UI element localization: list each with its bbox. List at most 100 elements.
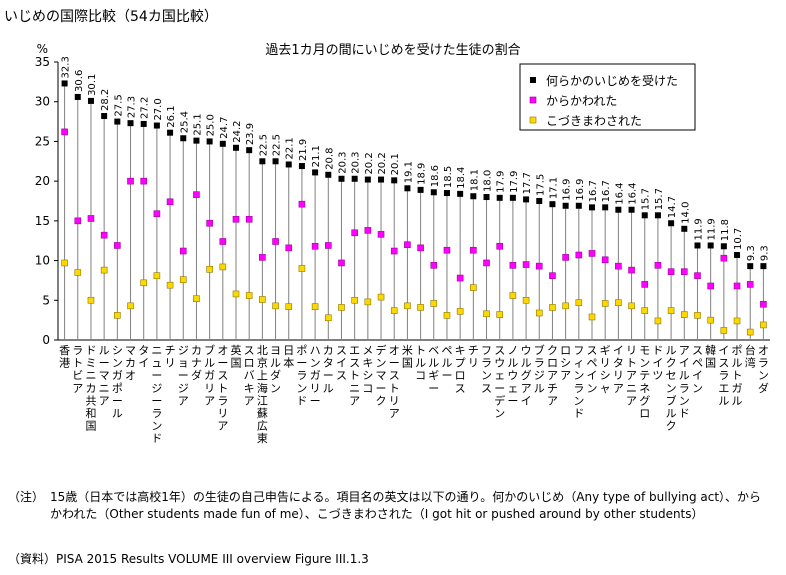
marker-any <box>259 158 266 165</box>
marker-kozuki <box>615 299 622 306</box>
marker-kozuki <box>219 263 227 271</box>
value-label: 16.4 <box>628 182 639 204</box>
marker-karakawareta <box>601 256 609 264</box>
marker-any <box>246 147 253 154</box>
marker-any <box>140 120 147 127</box>
category-label: ベルギー <box>428 344 439 395</box>
marker-kozuki <box>707 316 714 324</box>
value-label: 18.9 <box>417 163 428 185</box>
value-label: 27.0 <box>153 98 164 120</box>
value-label: 24.7 <box>219 117 230 139</box>
marker-any <box>457 190 464 197</box>
marker-any <box>747 263 754 270</box>
marker-kozuki <box>575 299 583 306</box>
marker-kozuki <box>760 321 767 329</box>
marker-karakawareta <box>272 238 279 245</box>
category-label: ブラジル <box>534 343 545 395</box>
marker-kozuki <box>74 269 82 276</box>
category-label: フィンランド <box>573 344 584 420</box>
marker-kozuki <box>179 276 187 283</box>
page-title: いじめの国際比較（54カ国比較） <box>4 9 218 25</box>
category-label: ニュージーランド <box>151 344 162 445</box>
marker-any <box>325 171 332 178</box>
marker-any <box>707 242 714 249</box>
chart-markers <box>61 80 767 336</box>
marker-karakawareta <box>654 262 662 269</box>
marker-kozuki <box>549 304 556 311</box>
marker-kozuki <box>680 311 688 318</box>
marker-any <box>298 163 305 170</box>
value-label: 27.2 <box>140 97 151 119</box>
marker-any <box>127 120 134 127</box>
marker-any <box>483 194 490 201</box>
marker-any <box>694 242 701 249</box>
legend-box <box>519 63 696 131</box>
marker-kozuki <box>496 311 504 318</box>
category-label: スペイン <box>587 344 598 395</box>
category-label: シンガポール <box>112 344 123 420</box>
value-label: 28.2 <box>100 89 111 111</box>
marker-any <box>575 202 582 209</box>
marker-karakawareta <box>127 177 134 185</box>
marker-any <box>681 225 688 232</box>
marker-karakawareta <box>338 259 345 267</box>
marker-any <box>338 175 345 182</box>
category-label: 日本 <box>283 344 294 370</box>
category-label: カナダ <box>191 344 202 382</box>
marker-karakawareta <box>760 300 767 308</box>
marker-kozuki <box>324 314 332 322</box>
marker-any <box>404 185 411 192</box>
value-labels: 32.330.6 30.128.2 27.5 27.3 27.2 27.0 26.1 25.4… <box>61 56 771 261</box>
marker-kozuki <box>456 308 464 315</box>
marker-karakawareta <box>733 282 741 290</box>
value-label: 14.0 <box>680 202 691 224</box>
category-label: オーストリア <box>389 344 400 420</box>
marker-kozuki <box>588 313 596 321</box>
marker-karakawareta <box>443 246 451 254</box>
marker-any <box>523 196 530 203</box>
marker-any <box>233 144 239 151</box>
category-label: デンマーク <box>376 343 387 407</box>
value-label: 20.3 <box>351 151 362 173</box>
marker-karakawareta <box>535 262 543 270</box>
category-label: 台湾 <box>745 343 756 370</box>
value-label: 18.6 <box>430 165 441 187</box>
value-label: 15.7 <box>654 188 665 210</box>
marker-kozuki <box>733 317 741 325</box>
value-label: 20.2 <box>364 152 375 174</box>
value-label: 21.9 <box>298 139 309 161</box>
value-label: 16.7 <box>588 180 599 202</box>
marker-karakawareta <box>549 272 556 279</box>
marker-kozuki <box>232 290 240 298</box>
category-label: スロバキア <box>244 344 255 407</box>
category-label: ポルトガル <box>732 344 743 407</box>
category-label: クロアチア <box>547 344 558 407</box>
y-tick-label: 5 <box>42 293 50 307</box>
value-label: 10.7 <box>733 228 744 250</box>
marker-kozuki <box>285 303 293 310</box>
marker-karakawareta <box>351 229 358 237</box>
marker-any <box>364 176 371 183</box>
marker-any <box>589 204 595 211</box>
legend-label: からかわれた <box>546 94 617 108</box>
value-label: 16.7 <box>601 180 612 202</box>
source-text: （資料）PISA 2015 Results VOLUME III overvie… <box>8 552 369 566</box>
value-label: 27.3 <box>127 96 138 118</box>
category-label: フランス <box>481 344 492 395</box>
value-label: 26.1 <box>166 105 177 127</box>
value-label: 20.2 <box>377 152 388 174</box>
marker-any <box>496 194 503 201</box>
category-label: マカオ <box>125 344 136 382</box>
marker-kozuki <box>166 281 174 289</box>
marker-karakawareta <box>206 219 213 227</box>
marker-any <box>549 201 556 208</box>
marker-kozuki <box>390 307 398 314</box>
y-tick-label: 15 <box>35 214 50 228</box>
value-label: 17.9 <box>496 171 507 193</box>
marker-any <box>391 177 398 184</box>
category-label: キプロス <box>455 344 466 395</box>
marker-any <box>430 189 437 196</box>
marker-any <box>470 193 477 200</box>
marker-kozuki <box>245 292 253 299</box>
note-text: 15歳（日本では高校1年）の生徒の自己申告による。項目名の英文は以下の通り。何か… <box>50 490 762 521</box>
